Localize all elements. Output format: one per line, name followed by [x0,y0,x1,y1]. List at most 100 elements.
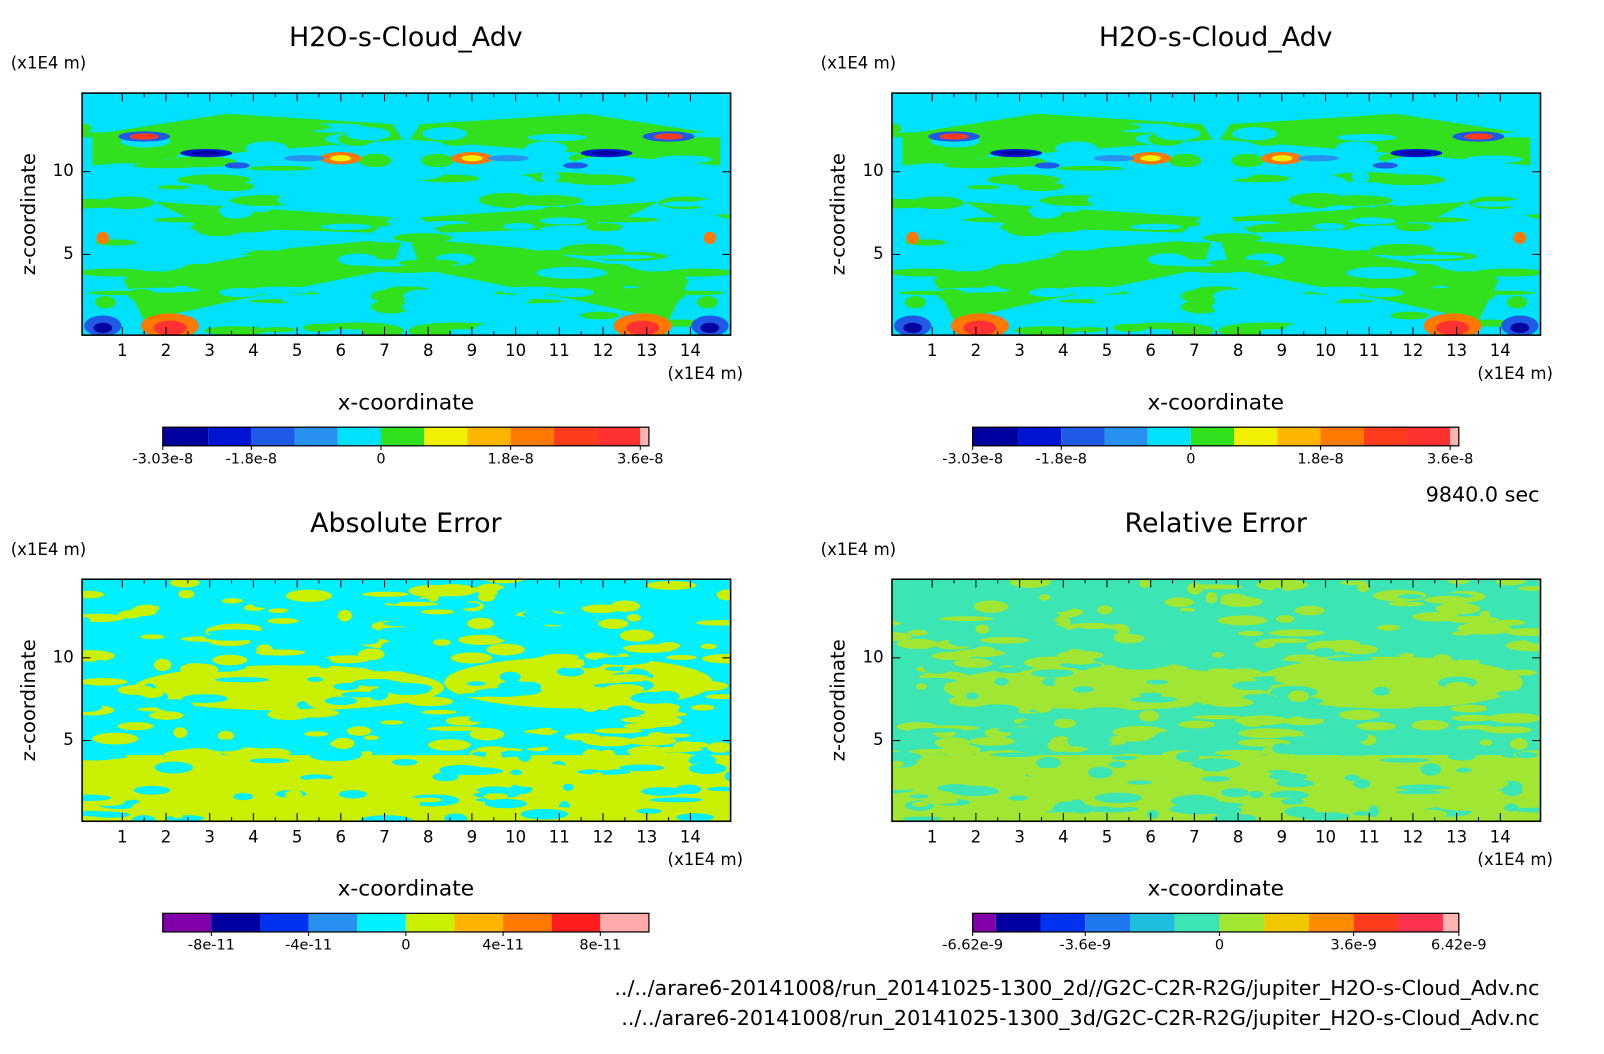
field-blob [1513,231,1527,245]
field-patch [1395,790,1442,795]
y-axis-label: z-coordinate [827,639,850,761]
field-patch [1028,204,1063,219]
field-patch [1260,638,1310,644]
field-patch [217,730,235,741]
field-patch [1175,751,1200,763]
y-axis-label: z-coordinate [827,153,850,275]
field-patch [1040,313,1086,324]
x-tick-label: 7 [379,827,390,846]
field-patch [414,797,442,803]
x-tick-label: 3 [204,827,215,846]
colorbar-tick-label: -1.8e-8 [226,451,278,467]
field-patch [637,715,682,728]
field-patch [520,809,569,820]
field-patch [691,704,715,711]
field-patch [908,748,956,755]
chart-title: H2O-s-Cloud_Adv [289,22,523,53]
field-patch [721,123,731,134]
field-patch [1004,778,1031,788]
field-patch [1449,650,1489,661]
field-patch [499,165,566,171]
field-patch [1087,766,1113,779]
field-patch [533,764,571,775]
field-patch [131,802,154,812]
field-patch [646,580,697,590]
field-patch [200,685,230,694]
field-patch [267,708,311,721]
field-patch [1057,206,1081,213]
field-patch [458,634,505,645]
x-tick-label: 9 [467,341,478,360]
field-patch [562,717,588,724]
field-patch [92,732,139,745]
field-patch [1502,784,1523,797]
x-axis-label: x-coordinate [338,390,475,415]
field-patch [1281,798,1304,805]
colorbar-segment [597,427,641,446]
field-patch [1475,579,1494,588]
x-tick-label: 1 [927,827,938,846]
field-patch [591,208,628,222]
x-axis-label: x-coordinate [1147,390,1284,415]
colorbar-segment [1040,913,1086,932]
field-patch [272,685,324,693]
field-patch [701,654,731,664]
field-patch [339,790,367,799]
field-patch [82,652,96,662]
x-tick-label: 12 [592,341,613,360]
field-patch [497,175,537,190]
field-patch [894,215,950,227]
field-patch [1498,614,1524,620]
x-tick-label: 9 [1277,341,1288,360]
field-patch [104,791,141,801]
field-patch [477,592,496,602]
field-patch [1509,738,1528,750]
field-patch [1203,233,1262,243]
field-patch [259,327,296,333]
y-tick-label: 10 [53,161,74,180]
x-unit: (x1E4 m) [668,364,744,383]
field-patch [1289,591,1302,601]
field-patch [1269,790,1309,800]
field-patch [1059,612,1078,618]
field-patch [676,784,702,794]
colorbar-segment [251,427,295,446]
field-patch [891,751,922,763]
field-patch [671,622,716,635]
field-patch [1217,615,1268,626]
field-patch [649,797,703,803]
field-patch [1168,153,1202,168]
field-patch [1268,772,1308,781]
field-patch [1097,605,1113,615]
field-patch [466,681,486,686]
field-patch [562,174,636,186]
y-tick-label: 10 [863,161,884,180]
field-patch [155,699,194,712]
colorbar-tick-label: 3.6e-8 [617,451,663,467]
field-patch [1205,591,1218,604]
x-tick-label: 14 [1490,827,1511,846]
field-patch [1021,719,1042,726]
colorbar-frame [972,912,1460,933]
field-patch [351,773,380,784]
field-patch [891,600,904,612]
field-patch [1214,749,1268,756]
field-patch [193,311,233,320]
field-patch [1450,704,1488,713]
field-patch [1033,702,1053,713]
field-patch [380,720,404,725]
field-blob [487,155,529,162]
x-tick-label: 8 [423,341,434,360]
field-patch [1336,134,1397,142]
field-patch [1513,807,1541,813]
field-blob [1510,322,1530,334]
field-patch [466,294,531,306]
field-patch [276,781,312,791]
field-patch [1309,619,1341,632]
field-patch [1271,743,1290,754]
field-patch [1179,671,1230,680]
field-patch [1060,712,1073,720]
field-patch [1434,664,1487,672]
x-tick-label: 9 [1277,827,1288,846]
field-patch [255,649,306,656]
